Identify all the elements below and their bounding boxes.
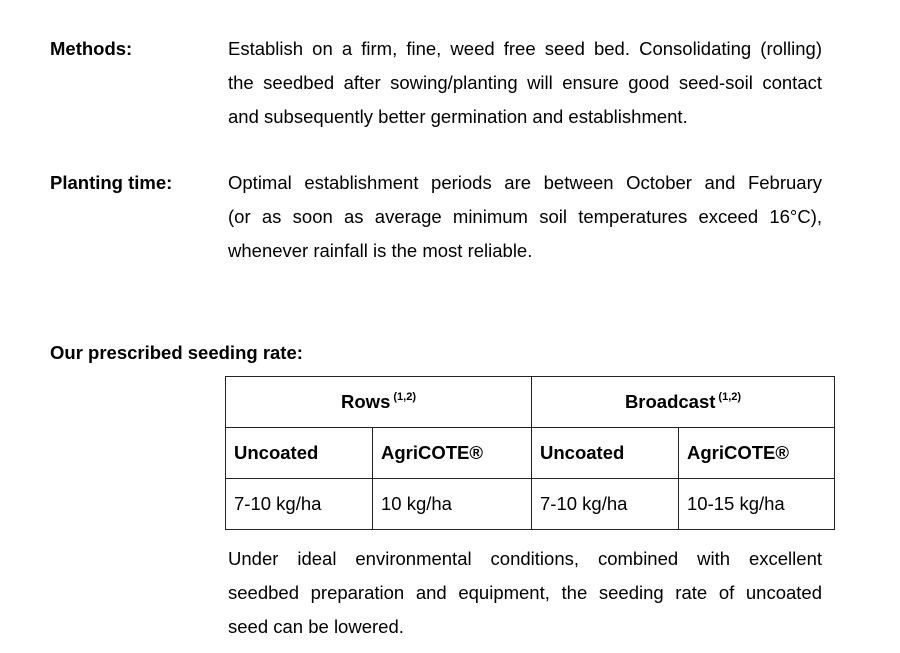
methods-line: and subsequently better germination and … (228, 106, 688, 127)
planting-line: whenever rainfall is the most reliable. (228, 240, 533, 261)
value-cell: 7-10 kg/ha (225, 478, 373, 530)
value-cell: 10 kg/ha (372, 478, 532, 530)
planting-time-label: Planting time: (50, 172, 173, 193)
seeding-rate-heading: Our prescribed seeding rate: (50, 342, 303, 363)
methods-line: the seedbed after sowing/planting will e… (228, 72, 822, 93)
subheader-cell: Uncoated (531, 427, 679, 479)
methods-label: Methods: (50, 38, 133, 59)
note-line: Under ideal environmental conditions, co… (228, 548, 822, 569)
subheader-cell: AgriCOTE® (678, 427, 835, 479)
note-line: seedbed preparation and equipment, the s… (228, 582, 822, 603)
methods-text: Establish on a firm, fine, weed free see… (228, 32, 822, 134)
planting-line: (or as soon as average minimum soil temp… (228, 206, 822, 227)
group-label: Rows (341, 391, 391, 412)
table-row: 7-10 kg/ha 10 kg/ha 7-10 kg/ha 10-15 kg/… (225, 478, 835, 530)
planting-time-text: Optimal establishment periods are betwee… (228, 166, 822, 268)
group-label: Broadcast (624, 391, 716, 412)
table-row: Rows (1,2) Broadcast (1,2) (225, 376, 835, 428)
planting-line: Optimal establishment periods are betwee… (228, 172, 822, 193)
subheader-cell: Uncoated (225, 427, 373, 479)
seeding-rate-table: Rows (1,2) Broadcast (1,2) Uncoated AgriCO… (225, 376, 835, 530)
footnote-ref: (1,2) (393, 391, 416, 403)
subheader-cell: AgriCOTE® (372, 427, 532, 479)
table-row: Uncoated AgriCOTE® Uncoated AgriCOTE® (225, 427, 835, 479)
group-header-rows: Rows (1,2) (225, 376, 532, 428)
methods-line: Establish on a firm, fine, weed free see… (228, 38, 822, 59)
footnote-ref: (1,2) (718, 391, 742, 403)
note-line: seed can be lowered. (228, 616, 404, 637)
value-cell: 7-10 kg/ha (531, 478, 679, 530)
value-cell: 10-15 kg/ha (678, 478, 835, 530)
seeding-note: Under ideal environmental conditions, co… (228, 542, 822, 644)
group-header-broadcast: Broadcast (1,2) (531, 376, 835, 428)
